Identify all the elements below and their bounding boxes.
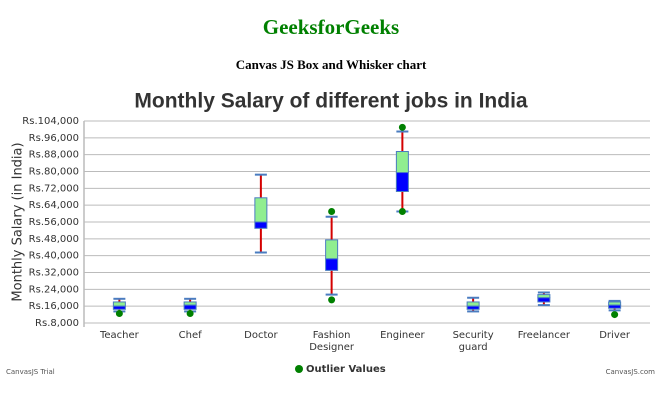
- y-tick-label: Rs.56,000: [29, 217, 79, 228]
- x-tick-label: Chef: [178, 330, 202, 341]
- page-subtitle: Canvas JS Box and Whisker chart: [236, 57, 427, 72]
- trial-text: CanvasJS Trial: [6, 368, 55, 376]
- box-upper: [466, 301, 480, 307]
- y-tick-label: Rs.48,000: [29, 234, 79, 245]
- credit-text: CanvasJS.com: [606, 368, 656, 376]
- x-tick-label: Engineer: [380, 330, 425, 341]
- y-tick-label: Rs.64,000: [29, 200, 79, 211]
- box-lower: [112, 305, 126, 310]
- x-tick-label: Fashion Designer: [309, 330, 355, 353]
- box-lower: [395, 172, 409, 192]
- box-upper: [325, 239, 339, 260]
- outlier: [328, 296, 336, 304]
- box-lower: [608, 304, 622, 309]
- y-tick-label: Rs.8,000: [35, 318, 79, 329]
- box-upper: [254, 197, 268, 223]
- y-tick-label: Rs.32,000: [29, 268, 79, 279]
- y-tick-label: Rs.88,000: [29, 150, 79, 161]
- page-title: GeeksforGeeks: [263, 15, 399, 39]
- legend-label: Outlier Values: [306, 364, 386, 375]
- y-tick-label: Rs.24,000: [29, 284, 79, 295]
- x-tick-label: Freelancer: [517, 330, 570, 341]
- box-upper: [395, 151, 409, 174]
- box-lower: [183, 304, 197, 310]
- box-lower: [325, 258, 339, 271]
- outlier: [398, 123, 406, 131]
- box-upper: [112, 301, 126, 307]
- chart-title: Monthly Salary of different jobs in Indi…: [134, 90, 528, 113]
- x-tick-label: Security guard: [452, 330, 494, 353]
- x-tick-label: Driver: [599, 330, 631, 341]
- box-lower: [254, 221, 268, 229]
- y-tick-label: Rs.40,000: [29, 251, 79, 262]
- y-tick-label: Rs.16,000: [29, 301, 79, 312]
- y-tick-label: Rs.80,000: [29, 167, 79, 178]
- y-tick-label: Rs.72,000: [29, 183, 79, 194]
- box-lower: [537, 297, 551, 303]
- outlier: [115, 310, 123, 318]
- outlier: [611, 311, 619, 319]
- y-tick-label: Rs.104,000: [22, 116, 79, 127]
- box-lower: [466, 305, 480, 310]
- y-axis-title: Monthly Salary (in India): [11, 142, 26, 301]
- outlier: [186, 310, 194, 318]
- outlier: [398, 207, 406, 215]
- x-tick-label: Teacher: [99, 330, 139, 341]
- y-tick-label: Rs.96,000: [29, 133, 79, 144]
- legend-marker: [295, 365, 303, 373]
- outlier: [328, 207, 336, 215]
- x-tick-label: Doctor: [244, 330, 278, 341]
